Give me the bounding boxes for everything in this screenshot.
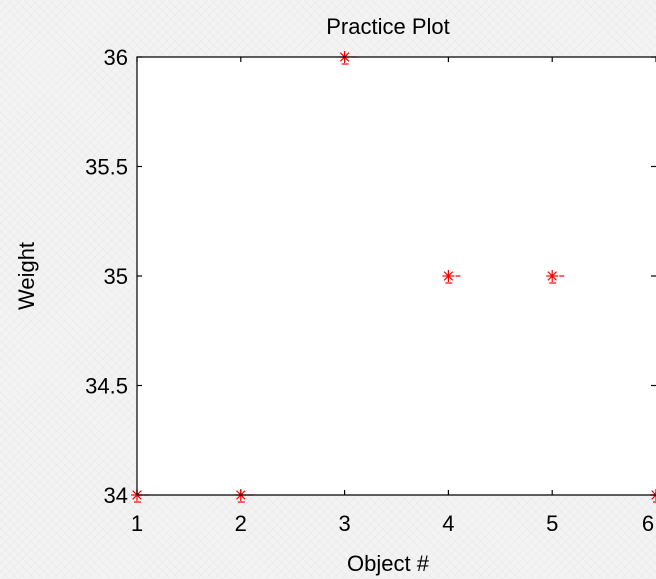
x-tick-label: 3: [338, 511, 350, 536]
data-point: [546, 270, 565, 284]
y-tick-label: 35: [104, 264, 128, 289]
data-points: [131, 51, 656, 503]
y-tick-label: 34.5: [85, 374, 128, 399]
y-tick-label: 36: [104, 45, 128, 70]
data-point: [442, 270, 461, 284]
y-tick-labels: 34 34.5 35 35.5 36: [85, 45, 128, 508]
plot-frame: [136, 56, 656, 496]
x-tick-label: 1: [131, 511, 143, 536]
plot-area: [137, 57, 656, 495]
x-axis-label: Object #: [347, 551, 430, 576]
chart-title: Practice Plot: [326, 14, 450, 39]
x-tick-label: 6: [642, 511, 654, 536]
x-tick-labels: 1 2 3 4 5 6: [131, 511, 654, 536]
x-tick-label: 4: [442, 511, 454, 536]
x-tick-label: 2: [235, 511, 247, 536]
y-tick-label: 34: [104, 483, 128, 508]
y-axis-label: Weight: [14, 242, 39, 310]
y-tick-label: 35.5: [85, 155, 128, 180]
x-tick-label: 5: [546, 511, 558, 536]
